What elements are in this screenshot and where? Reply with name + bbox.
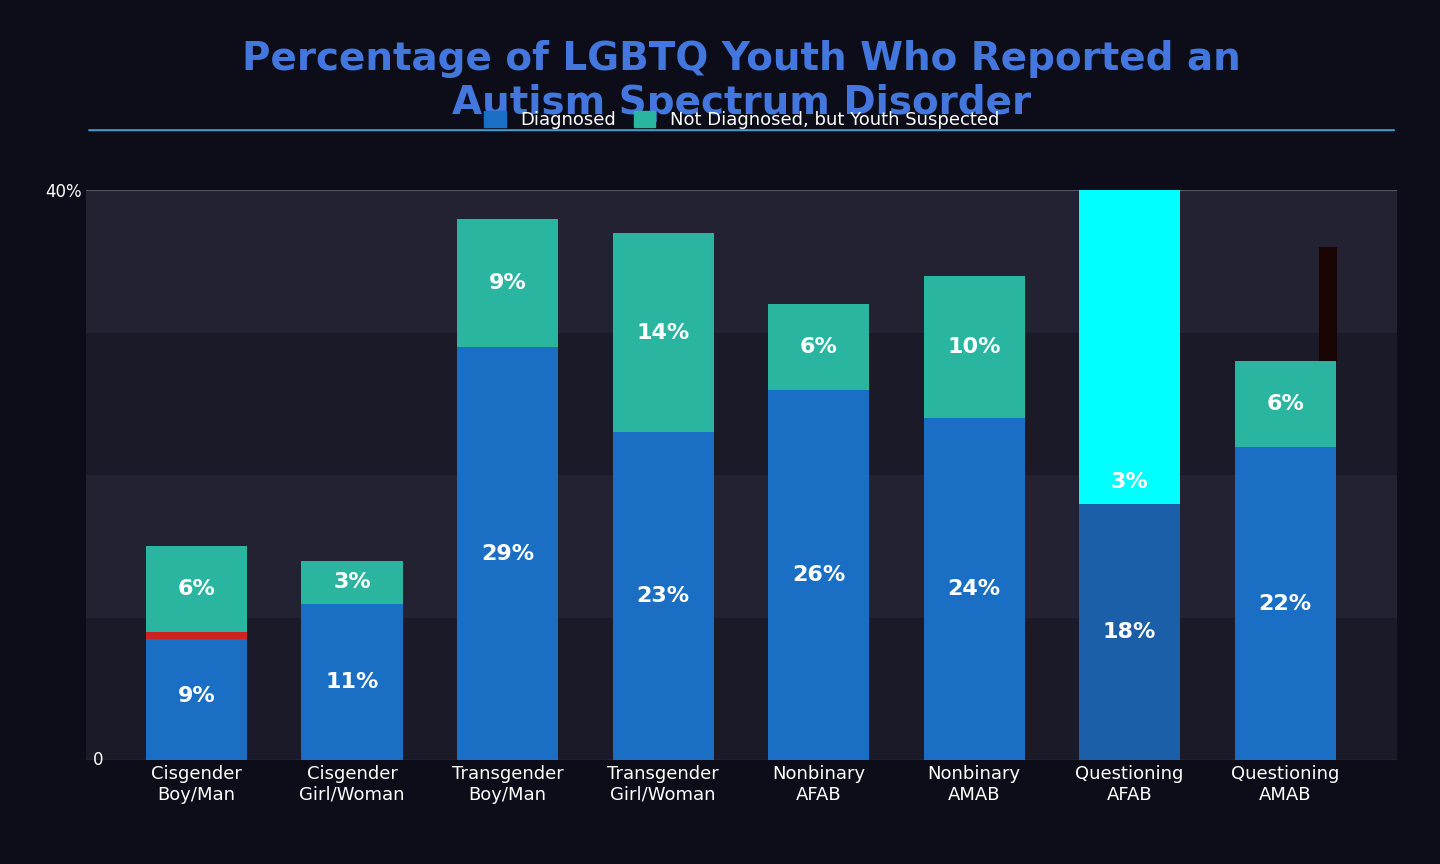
Bar <box>456 346 559 760</box>
Text: 29%: 29% <box>481 543 534 563</box>
Text: 0: 0 <box>92 752 104 769</box>
Bar <box>768 390 870 760</box>
Bar <box>456 219 559 346</box>
Bar <box>1079 504 1181 760</box>
Bar <box>1319 247 1338 361</box>
Text: 26%: 26% <box>792 565 845 585</box>
Text: 23%: 23% <box>636 587 690 607</box>
Bar <box>145 546 248 632</box>
Bar <box>1079 190 1181 504</box>
Bar <box>923 418 1025 760</box>
Bar <box>86 618 1397 760</box>
Bar <box>923 276 1025 418</box>
Bar <box>612 432 714 760</box>
Bar <box>612 232 714 432</box>
Text: 14%: 14% <box>636 322 690 343</box>
Bar <box>301 561 403 603</box>
Bar <box>145 632 248 760</box>
Text: 18%: 18% <box>1103 622 1156 642</box>
Text: 3%: 3% <box>333 572 372 592</box>
Text: 3%: 3% <box>1110 473 1149 492</box>
Legend: Diagnosed, Not Diagnosed, but Youth Suspected: Diagnosed, Not Diagnosed, but Youth Susp… <box>484 111 999 129</box>
Text: 24%: 24% <box>948 579 1001 600</box>
Text: 9%: 9% <box>488 273 527 293</box>
Bar <box>1234 447 1336 760</box>
Text: 6%: 6% <box>799 337 838 357</box>
Bar <box>86 475 1397 618</box>
Bar <box>86 190 1397 333</box>
Bar <box>768 304 870 390</box>
Title: Percentage of LGBTQ Youth Who Reported an
Autism Spectrum Disorder: Percentage of LGBTQ Youth Who Reported a… <box>242 40 1241 122</box>
Bar <box>1234 361 1336 447</box>
Text: 22%: 22% <box>1259 594 1312 613</box>
Text: 10%: 10% <box>948 337 1001 357</box>
Bar <box>145 632 248 639</box>
Text: 6%: 6% <box>1266 394 1305 414</box>
Text: 9%: 9% <box>177 686 216 706</box>
Bar <box>301 603 403 760</box>
Text: 11%: 11% <box>325 672 379 692</box>
Text: 6%: 6% <box>177 579 216 600</box>
Bar <box>86 333 1397 475</box>
